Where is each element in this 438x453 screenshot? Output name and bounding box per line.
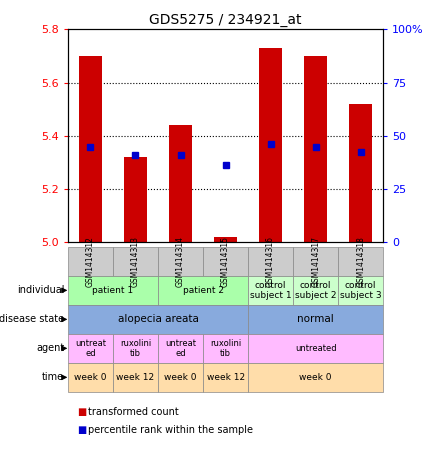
Text: time: time bbox=[42, 372, 64, 382]
Bar bbox=[113, 363, 158, 392]
Bar bbox=[203, 247, 248, 276]
Bar bbox=[113, 247, 158, 276]
Bar bbox=[350, 104, 372, 242]
Bar bbox=[259, 48, 282, 242]
Text: week 12: week 12 bbox=[206, 373, 245, 382]
Bar bbox=[203, 334, 248, 363]
Bar bbox=[338, 276, 383, 305]
Text: untreat
ed: untreat ed bbox=[165, 339, 196, 358]
Text: GSM1414314: GSM1414314 bbox=[176, 236, 185, 287]
Bar bbox=[248, 305, 383, 334]
Bar bbox=[79, 56, 102, 242]
Text: control
subject 3: control subject 3 bbox=[340, 281, 381, 300]
Bar bbox=[68, 247, 113, 276]
Text: agent: agent bbox=[36, 343, 64, 353]
Text: alopecia areata: alopecia areata bbox=[117, 314, 198, 324]
Bar bbox=[248, 276, 293, 305]
Bar bbox=[158, 334, 203, 363]
Bar bbox=[248, 363, 383, 392]
Text: ruxolini
tib: ruxolini tib bbox=[210, 339, 241, 358]
Bar bbox=[113, 334, 158, 363]
Text: week 0: week 0 bbox=[164, 373, 197, 382]
Text: patient 2: patient 2 bbox=[183, 286, 223, 295]
Text: control
subject 2: control subject 2 bbox=[295, 281, 336, 300]
Bar bbox=[214, 237, 237, 242]
Bar bbox=[248, 334, 383, 363]
Bar bbox=[304, 56, 327, 242]
Text: normal: normal bbox=[297, 314, 334, 324]
Text: week 0: week 0 bbox=[300, 373, 332, 382]
Text: transformed count: transformed count bbox=[88, 407, 178, 417]
Bar bbox=[203, 363, 248, 392]
Text: GSM1414316: GSM1414316 bbox=[266, 236, 275, 287]
Text: ruxolini
tib: ruxolini tib bbox=[120, 339, 151, 358]
Text: GSM1414317: GSM1414317 bbox=[311, 236, 320, 287]
Text: week 12: week 12 bbox=[117, 373, 155, 382]
Text: untreated: untreated bbox=[295, 344, 336, 353]
Bar bbox=[68, 363, 113, 392]
Bar bbox=[158, 363, 203, 392]
Text: ■: ■ bbox=[77, 425, 86, 435]
Text: GSM1414315: GSM1414315 bbox=[221, 236, 230, 287]
Bar bbox=[169, 125, 192, 242]
Text: GSM1414312: GSM1414312 bbox=[86, 236, 95, 287]
Bar bbox=[124, 157, 147, 242]
Text: untreat
ed: untreat ed bbox=[75, 339, 106, 358]
Bar bbox=[293, 247, 338, 276]
Bar bbox=[68, 334, 113, 363]
Bar bbox=[68, 305, 248, 334]
Bar bbox=[68, 276, 158, 305]
Text: disease state: disease state bbox=[0, 314, 64, 324]
Text: ■: ■ bbox=[77, 407, 86, 417]
Bar bbox=[338, 247, 383, 276]
Text: GSM1414313: GSM1414313 bbox=[131, 236, 140, 287]
Text: percentile rank within the sample: percentile rank within the sample bbox=[88, 425, 253, 435]
Bar bbox=[158, 276, 248, 305]
Bar bbox=[293, 276, 338, 305]
Bar bbox=[158, 247, 203, 276]
Text: individual: individual bbox=[17, 285, 64, 295]
Text: patient 1: patient 1 bbox=[92, 286, 134, 295]
Title: GDS5275 / 234921_at: GDS5275 / 234921_at bbox=[149, 13, 302, 27]
Text: GSM1414318: GSM1414318 bbox=[356, 236, 365, 287]
Text: week 0: week 0 bbox=[74, 373, 107, 382]
Text: control
subject 1: control subject 1 bbox=[250, 281, 291, 300]
Bar bbox=[248, 247, 293, 276]
